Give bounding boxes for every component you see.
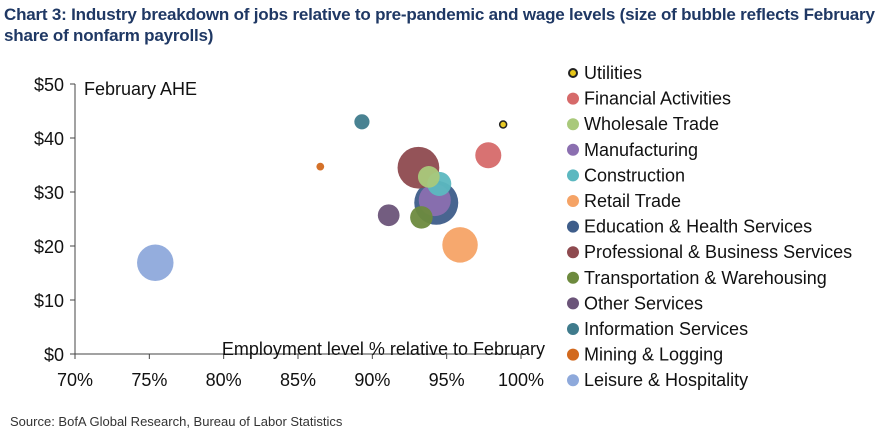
legend-marker-transportation-warehousing — [567, 271, 579, 284]
y-tick-label: $30 — [34, 183, 64, 203]
y-tick-label: $20 — [34, 237, 64, 257]
legend-label-manufacturing: Manufacturing — [584, 140, 698, 160]
legend-label-leisure-hospitality: Leisure & Hospitality — [584, 370, 748, 390]
bubble-other-services — [377, 204, 400, 227]
legend-marker-construction — [567, 169, 579, 182]
bubble-leisure-hospitality — [137, 244, 174, 281]
y-tick-label: $50 — [34, 75, 64, 95]
bubble-financial-activities — [475, 142, 502, 169]
legend: Utilities Financial Activities Wholesale T… — [567, 63, 852, 390]
legend-label-construction: Construction — [584, 165, 685, 185]
bubbles-layer — [137, 114, 508, 281]
bubble-retail-trade — [442, 227, 478, 263]
x-tick-label: 100% — [498, 370, 544, 390]
legend-marker-information-services — [567, 323, 579, 335]
legend-label-education-health-services: Education & Health Services — [584, 217, 812, 237]
y-tick-label: $40 — [34, 129, 64, 149]
legend-marker-other-services — [567, 297, 579, 310]
x-ticks: 70% 75% 80% 85% 90% 95% 100% — [57, 354, 544, 390]
legend-label-retail-trade: Retail Trade — [584, 191, 681, 211]
y-ticks: $0 $10 $20 $30 $40 $50 — [34, 75, 75, 365]
bubble-utilities — [498, 120, 508, 129]
y-tick-label: $0 — [44, 345, 64, 365]
legend-label-information-services: Information Services — [584, 319, 748, 339]
x-tick-label: 70% — [57, 370, 93, 390]
legend-label-mining-logging: Mining & Logging — [584, 345, 723, 365]
source-note: Source: BofA Global Research, Bureau of … — [10, 414, 343, 429]
legend-label-financial-activities: Financial Activities — [584, 89, 731, 109]
legend-marker-professional-business-services — [567, 246, 579, 259]
y-tick-label: $10 — [34, 291, 64, 311]
bubble-transportation-warehousing — [410, 206, 433, 229]
x-tick-label: 90% — [354, 370, 390, 390]
y-axis-label: February AHE — [84, 79, 197, 99]
chart-axes: $0 $10 $20 $30 $40 $50 70% 75% 80% 85% 90% 95% 100% — [34, 75, 544, 390]
x-tick-label: 80% — [206, 370, 242, 390]
legend-label-wholesale-trade: Wholesale Trade — [584, 114, 719, 134]
legend-marker-financial-activities — [567, 92, 579, 105]
legend-marker-leisure-hospitality — [567, 374, 579, 387]
legend-marker-mining-logging — [567, 348, 579, 361]
x-tick-label: 75% — [131, 370, 167, 390]
legend-marker-wholesale-trade — [567, 118, 579, 131]
legend-marker-utilities — [568, 68, 578, 78]
bubble-wholesale-trade — [417, 166, 440, 188]
x-tick-label: 85% — [280, 370, 316, 390]
chart-title: Chart 3: Industry breakdown of jobs rela… — [4, 5, 875, 45]
legend-marker-education-health-services — [567, 220, 579, 233]
legend-marker-retail-trade — [567, 195, 579, 207]
bubble-mining-logging — [316, 162, 325, 171]
legend-label-transportation-warehousing: Transportation & Warehousing — [584, 268, 827, 288]
legend-label-other-services: Other Services — [584, 293, 703, 313]
bubble-information-services — [354, 114, 370, 130]
legend-label-utilities: Utilities — [584, 63, 642, 83]
legend-label-professional-business-services: Professional & Business Services — [584, 242, 852, 262]
legend-marker-manufacturing — [567, 143, 579, 156]
x-axis-label: Employment level % relative to February — [222, 339, 545, 359]
x-tick-label: 95% — [429, 370, 465, 390]
